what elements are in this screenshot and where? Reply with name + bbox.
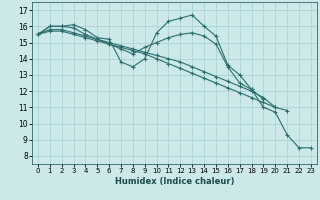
X-axis label: Humidex (Indice chaleur): Humidex (Indice chaleur) (115, 177, 234, 186)
